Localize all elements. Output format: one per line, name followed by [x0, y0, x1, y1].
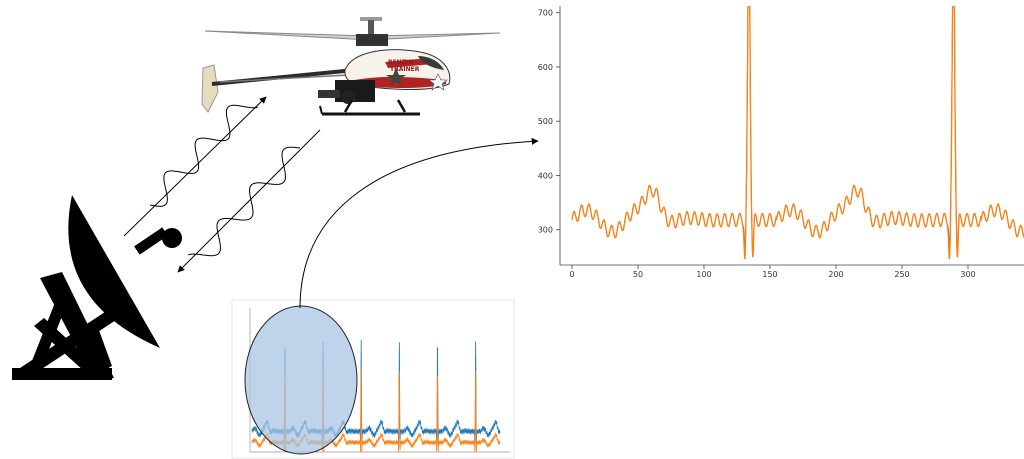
transmit-wave: [123, 96, 267, 237]
main-chart-x-ticks: 0 50 100 150 200 250 300: [569, 265, 976, 279]
main-x-tick-label: 150: [762, 270, 777, 279]
rc-helicopter-icon: BENZIN TRAINER: [201, 17, 501, 116]
main-y-tick-label: 500: [538, 117, 553, 126]
satellite-dish-icon: [12, 195, 182, 380]
main-y-tick-label: 700: [538, 9, 553, 18]
zoom-arrow: [299, 137, 539, 309]
helicopter-livery-line1: BENZIN: [388, 59, 413, 66]
main-chart-lines: [571, 6, 1024, 260]
main-x-tick-label: 200: [828, 270, 843, 279]
main-series-line: [571, 6, 1024, 260]
main-x-tick-label: 100: [696, 270, 711, 279]
main-chart-y-ticks: 300 400 500 600 700: [538, 9, 560, 235]
zoom-selection-lens: [244, 305, 358, 455]
main-y-tick-label: 300: [538, 226, 553, 235]
main-y-tick-label: 600: [538, 63, 553, 72]
main-x-tick-label: 250: [894, 270, 909, 279]
raw-signal-chart: [231, 299, 515, 459]
main-x-tick-label: 50: [633, 270, 643, 279]
helicopter-livery-line2: TRAINER: [390, 66, 420, 73]
main-x-tick-label: 0: [569, 270, 574, 279]
echo-wave: [177, 129, 321, 273]
zoomed-signal-chart: 300 400 500 600 700 0 50 100 150 200 250 300: [538, 6, 1024, 279]
main-x-tick-label: 300: [960, 270, 975, 279]
main-y-tick-label: 400: [538, 171, 553, 180]
